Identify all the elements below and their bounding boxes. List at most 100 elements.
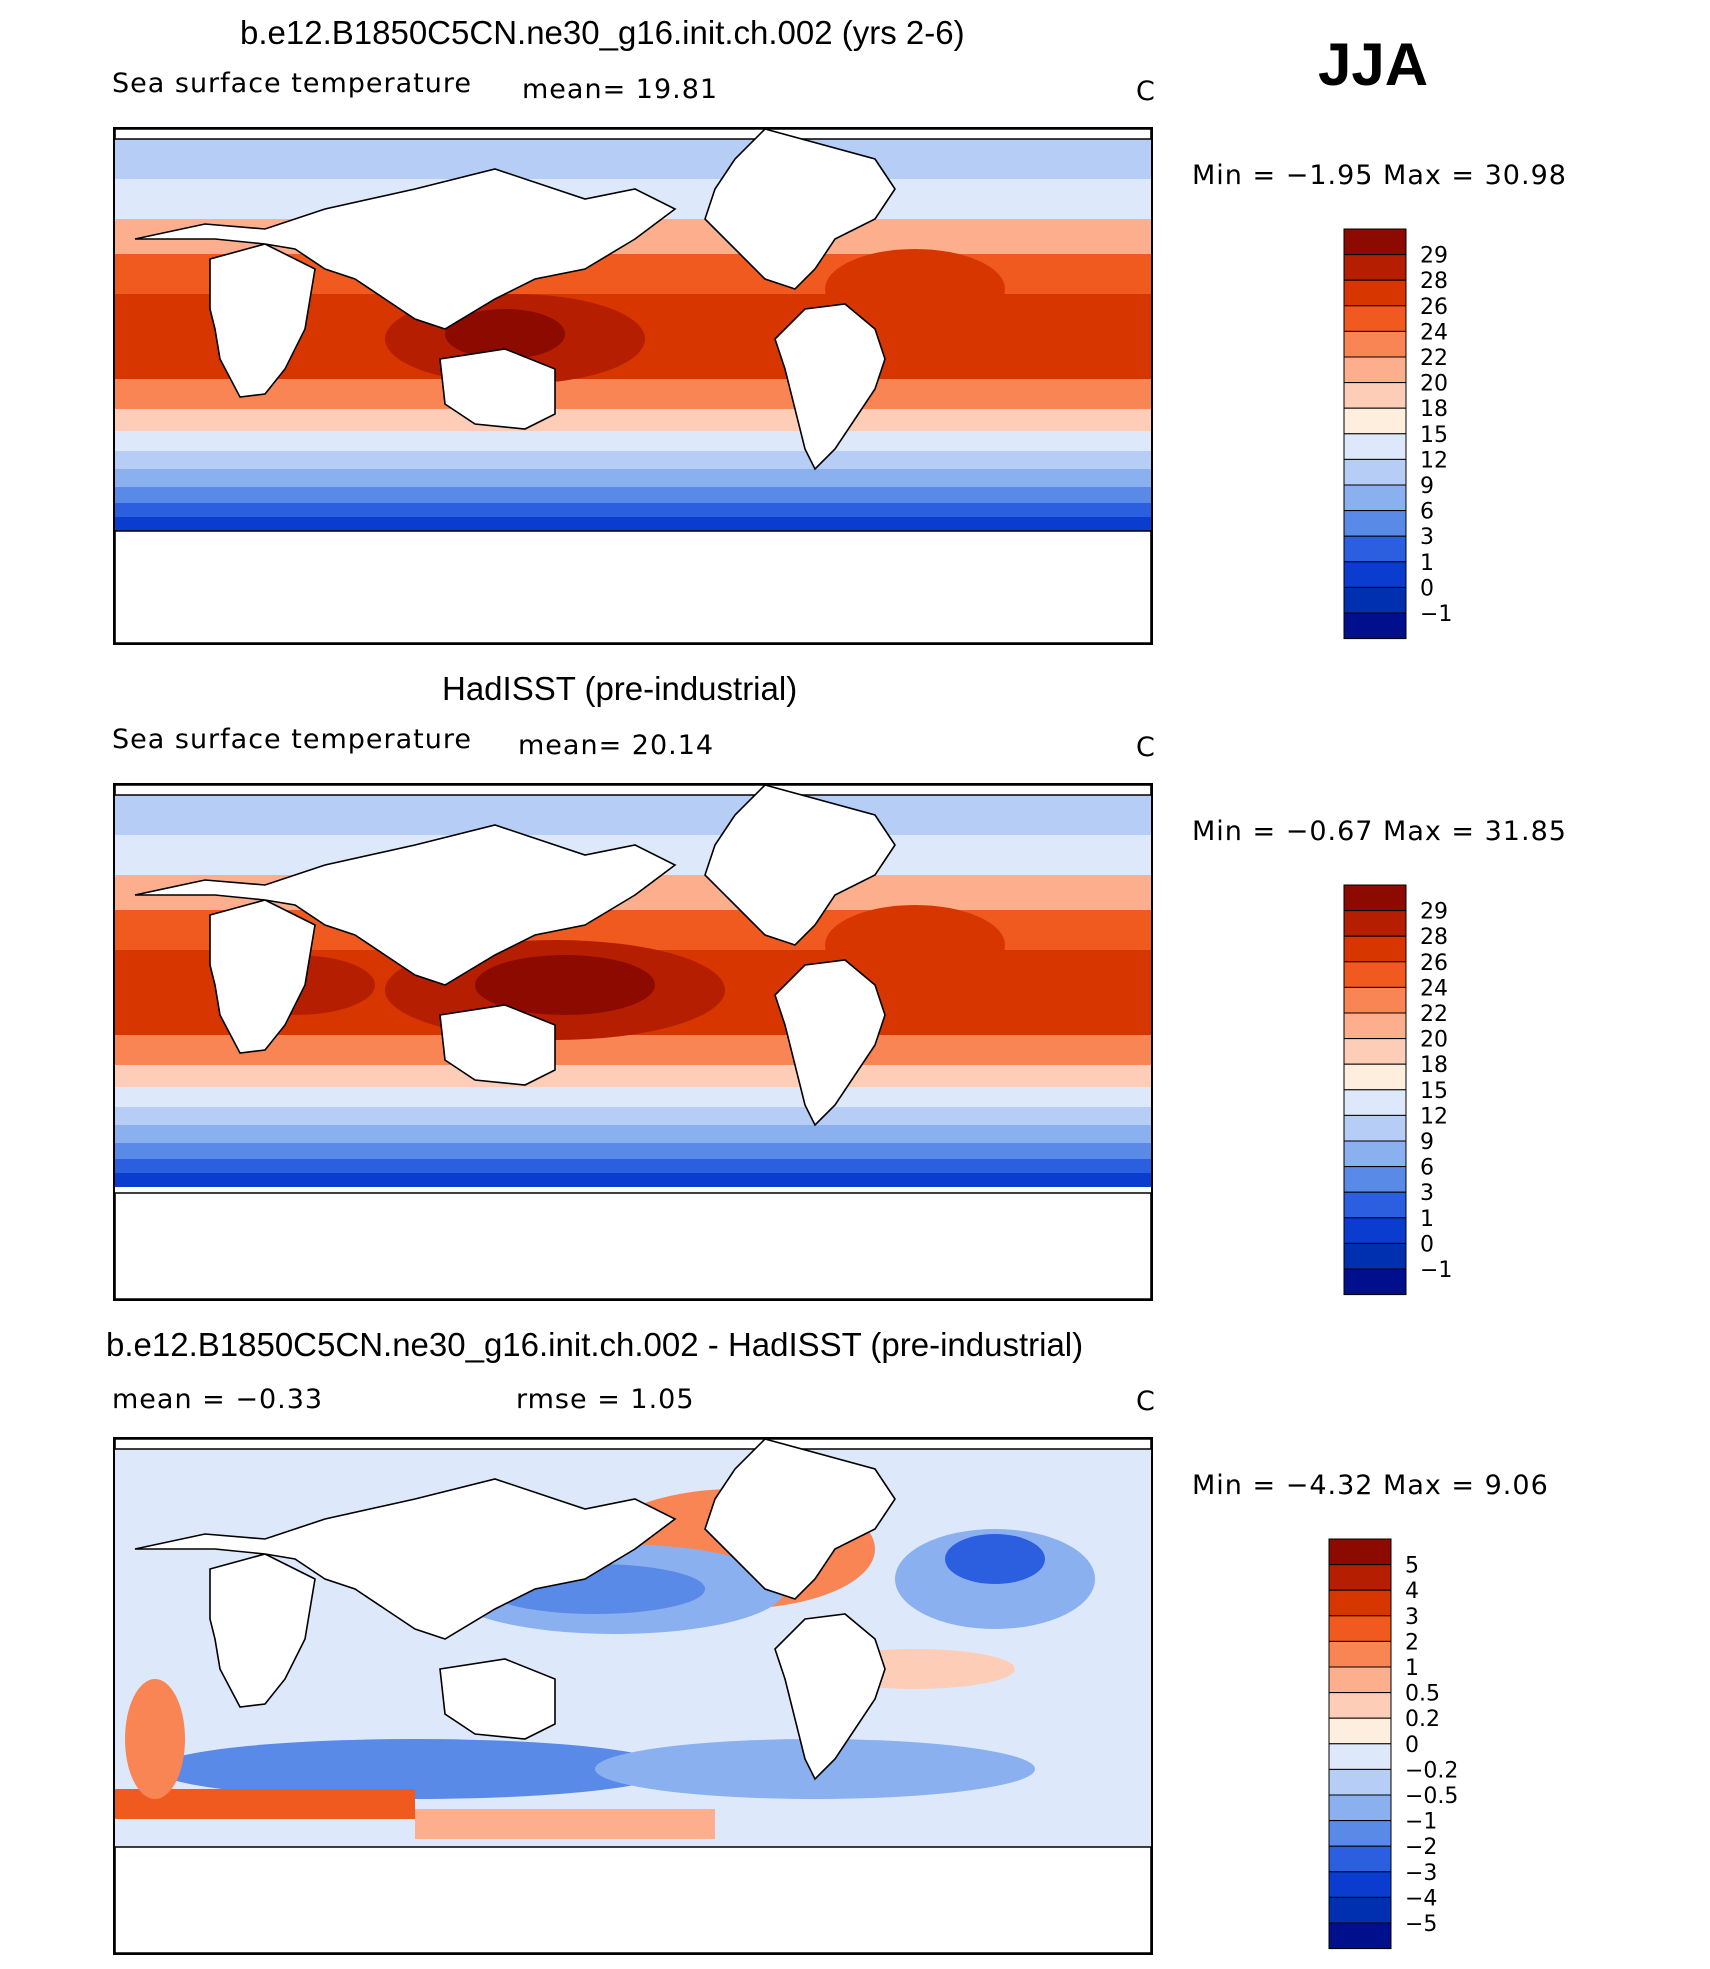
panel2-map [113,783,1153,1301]
colorbar-swatch [1343,935,1407,963]
colorbar-swatch [1343,279,1407,307]
colorbar-swatch [1328,1743,1392,1770]
panel2-colorbar: 29 28 26 24 22 20 18 15 12 9 6 3 1 0 −1 [1343,884,1473,1301]
colorbar-tick-label: 24 [1420,320,1448,345]
colorbar-swatch [1328,1589,1392,1617]
colorbar-swatch [1328,1871,1392,1898]
colorbar-swatch [1328,1768,1392,1796]
colorbar-tick-label: −1 [1420,1258,1452,1283]
panel1-variable: Sea surface temperature [112,68,472,99]
colorbar-tick-label: 12 [1420,448,1448,473]
colorbar-swatch [1343,382,1407,409]
colorbar-tick-label: −4 [1405,1886,1437,1911]
colorbar-tick-label: 12 [1420,1104,1448,1129]
colorbar-tick-label: −2 [1405,1835,1437,1860]
colorbar-tick-label: 1 [1420,551,1434,576]
colorbar-tick-label: 26 [1420,951,1448,976]
colorbar-swatch [1343,458,1407,486]
colorbar-tick-label: 24 [1420,976,1448,1001]
colorbar-tick-label: 22 [1420,1002,1448,1027]
colorbar-swatch [1328,1922,1392,1950]
colorbar-swatch [1343,586,1407,614]
panel3-title: b.e12.B1850C5CN.ne30_g16.init.ch.002 - H… [106,1326,1084,1363]
colorbar-tick-label: 0 [1420,1232,1434,1257]
panel1-mean: mean= 19.81 [522,74,719,105]
panel3-minmax: Min = −4.32 Max = 9.06 [1192,1470,1549,1501]
panel3-rmse: rmse = 1.05 [516,1384,695,1415]
colorbar-swatch [1343,910,1407,937]
colorbar-tick-label: 5 [1405,1554,1419,1579]
colorbar-tick-label: 3 [1420,1181,1434,1206]
panel3-map [113,1437,1153,1955]
panel2-title: HadISST (pre-industrial) [442,670,798,707]
colorbar-tick-label: 1 [1420,1207,1434,1232]
colorbar-swatch [1343,356,1407,384]
colorbar-swatch [1343,535,1407,563]
colorbar-swatch [1328,1640,1392,1668]
season-label: JJA [1318,31,1429,98]
panel3-diff-field [115,1439,1151,1953]
colorbar-swatch [1343,1191,1407,1219]
colorbar-swatch [1328,1538,1392,1566]
colorbar-swatch [1328,1896,1392,1924]
colorbar-tick-label: 26 [1420,295,1448,320]
colorbar-tick-label: 3 [1405,1605,1419,1630]
colorbar-swatch [1328,1794,1392,1822]
colorbar-tick-label: 0.2 [1405,1707,1440,1732]
colorbar-swatch [1343,1217,1407,1244]
panel2-variable: Sea surface temperature [112,724,472,755]
colorbar-tick-label: 18 [1420,1053,1448,1078]
colorbar-tick-label: 29 [1420,900,1448,925]
colorbar-tick-label: 2 [1405,1630,1419,1655]
colorbar-tick-label: 20 [1420,372,1448,397]
colorbar-swatch [1343,330,1407,358]
colorbar-tick-label: −5 [1405,1912,1437,1937]
colorbar-tick-label: 0 [1420,576,1434,601]
colorbar-swatch [1343,986,1407,1014]
colorbar-swatch [1343,510,1407,537]
colorbar-swatch [1343,961,1407,988]
colorbar-tick-label: 20 [1420,1028,1448,1053]
panel2-minmax: Min = −0.67 Max = 31.85 [1192,816,1567,847]
colorbar-swatch [1343,884,1407,912]
colorbar-tick-label: −3 [1405,1861,1437,1886]
colorbar-swatch [1328,1717,1392,1745]
colorbar-tick-label: 9 [1420,1130,1434,1155]
colorbar-swatch [1343,484,1407,512]
colorbar-swatch [1343,1242,1407,1270]
colorbar-tick-label: 3 [1420,525,1434,550]
colorbar-swatch [1328,1564,1392,1591]
colorbar-swatch [1343,1166,1407,1193]
colorbar-swatch [1343,561,1407,588]
colorbar-tick-label: 6 [1420,1156,1434,1181]
panel3-mean: mean = −0.33 [112,1384,324,1415]
colorbar-tick-label: 9 [1420,474,1434,499]
colorbar-swatch [1343,612,1407,640]
colorbar-tick-label: 18 [1420,397,1448,422]
colorbar-swatch [1343,1063,1407,1091]
panel1-title: b.e12.B1850C5CN.ne30_g16.init.ch.002 (yr… [240,14,965,51]
colorbar-tick-label: −1 [1405,1810,1437,1835]
colorbar-tick-label: 15 [1420,423,1448,448]
colorbar-swatch [1328,1820,1392,1847]
colorbar-tick-label: 15 [1420,1079,1448,1104]
colorbar-tick-label: 28 [1420,269,1448,294]
colorbar-swatch [1343,1268,1407,1296]
colorbar-swatch [1343,228,1407,256]
colorbar-swatch [1328,1615,1392,1642]
colorbar-swatch [1328,1845,1392,1873]
panel2-sst-field [115,785,1151,1299]
colorbar-swatch [1343,305,1407,332]
colorbar-swatch [1343,1012,1407,1040]
panel2-units: C [1136,732,1156,763]
panel3-colorbar: 5 4 3 2 1 0.5 0.2 0 −0.2 −0.5 −1 −2 −3 −4 −5 [1328,1538,1458,1955]
panel1-colorbar: 29 28 26 24 22 20 18 15 12 9 6 3 1 0 −1 [1343,228,1473,645]
colorbar-tick-label: 4 [1405,1579,1419,1604]
colorbar-swatch [1343,1140,1407,1168]
colorbar-tick-label: 6 [1420,500,1434,525]
colorbar-swatch [1328,1692,1392,1719]
panel2-mean: mean= 20.14 [518,730,715,761]
